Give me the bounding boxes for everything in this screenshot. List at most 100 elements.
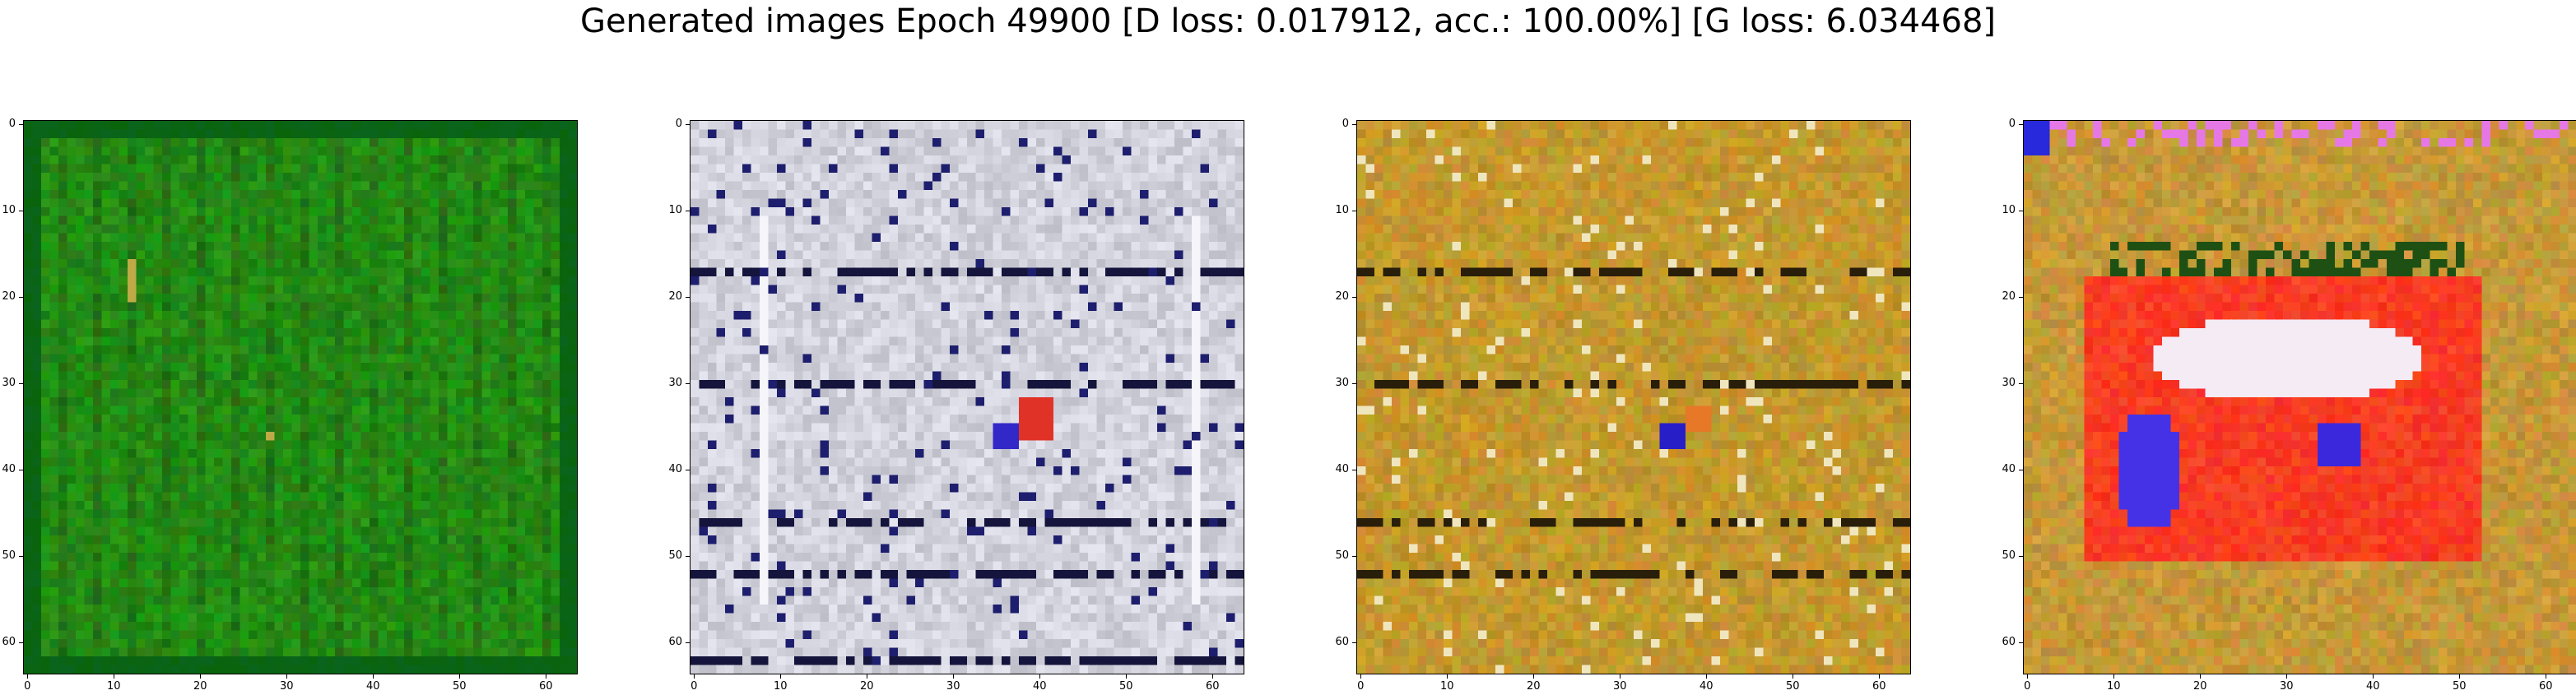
image-pixels bbox=[1357, 121, 1910, 674]
y-tick bbox=[686, 642, 690, 644]
x-tick bbox=[459, 674, 461, 679]
x-tick bbox=[1360, 674, 1362, 679]
x-tick bbox=[2286, 674, 2288, 679]
y-tick-label: 30 bbox=[2, 377, 16, 390]
y-tick-label: 60 bbox=[2002, 636, 2016, 649]
x-tick bbox=[2200, 674, 2202, 679]
y-tick bbox=[2019, 383, 2023, 385]
image-pixels bbox=[24, 121, 577, 674]
figure-title: Generated images Epoch 49900 [D loss: 0.… bbox=[579, 2, 1997, 40]
x-tick bbox=[200, 674, 202, 679]
x-tick bbox=[1533, 674, 1535, 679]
y-tick bbox=[686, 124, 690, 126]
y-tick-label: 30 bbox=[668, 377, 682, 390]
x-tick-label: 0 bbox=[690, 680, 698, 693]
x-tick-label: 10 bbox=[106, 680, 121, 693]
x-tick-label: 10 bbox=[773, 680, 788, 693]
x-tick bbox=[1212, 674, 1214, 679]
y-tick bbox=[686, 383, 690, 385]
generated-image-4 bbox=[2023, 120, 2576, 674]
y-tick bbox=[2019, 642, 2023, 644]
y-tick bbox=[19, 642, 23, 644]
x-tick bbox=[1879, 674, 1881, 679]
image-pixels bbox=[690, 121, 1244, 674]
image-panel-3: 0 10 20 30 40 50 60 0 10 20 30 40 50 60 bbox=[1335, 118, 1911, 693]
generated-image-3 bbox=[1356, 120, 1911, 674]
y-tick bbox=[2019, 297, 2023, 299]
y-tick-label: 50 bbox=[2002, 549, 2016, 563]
y-tick-label: 10 bbox=[2002, 204, 2016, 217]
x-tick-label: 40 bbox=[1699, 680, 1713, 693]
y-tick-label: 20 bbox=[1335, 290, 1349, 303]
y-tick bbox=[1352, 642, 1356, 644]
y-tick bbox=[19, 124, 23, 126]
x-tick bbox=[286, 674, 288, 679]
y-tick-label: 50 bbox=[2, 549, 16, 563]
x-tick-label: 20 bbox=[2192, 680, 2207, 693]
x-tick bbox=[2113, 674, 2115, 679]
x-tick-label: 60 bbox=[1872, 680, 1886, 693]
x-tick-label: 40 bbox=[365, 680, 380, 693]
y-tick-label: 30 bbox=[1335, 377, 1349, 390]
y-tick-label: 50 bbox=[668, 549, 682, 563]
y-tick-label: 40 bbox=[668, 463, 682, 476]
x-tick-label: 50 bbox=[2452, 680, 2467, 693]
y-tick-label: 50 bbox=[1335, 549, 1349, 563]
x-tick bbox=[780, 674, 782, 679]
y-tick-label: 0 bbox=[8, 118, 16, 131]
y-tick bbox=[19, 556, 23, 558]
y-tick bbox=[19, 383, 23, 385]
x-tick bbox=[1126, 674, 1128, 679]
y-tick-label: 20 bbox=[2002, 290, 2016, 303]
y-tick-label: 0 bbox=[2008, 118, 2016, 131]
y-tick bbox=[2019, 556, 2023, 558]
x-tick-label: 30 bbox=[2279, 680, 2294, 693]
x-tick-label: 0 bbox=[24, 680, 31, 693]
y-tick bbox=[19, 297, 23, 299]
y-tick-label: 20 bbox=[2, 290, 16, 303]
y-tick-label: 10 bbox=[1335, 204, 1349, 217]
y-tick bbox=[686, 556, 690, 558]
x-tick-label: 50 bbox=[452, 680, 467, 693]
image-panel-2: 0 10 20 30 40 50 60 0 10 20 30 40 50 60 bbox=[668, 118, 1244, 693]
x-tick-label: 0 bbox=[2024, 680, 2031, 693]
x-tick-label: 60 bbox=[2538, 680, 2553, 693]
y-tick-label: 10 bbox=[2, 204, 16, 217]
x-tick-label: 50 bbox=[1785, 680, 1800, 693]
x-tick bbox=[27, 674, 29, 679]
image-panel-4: 0 10 20 30 40 50 60 0 10 20 30 40 50 60 bbox=[2002, 118, 2576, 693]
x-tick bbox=[1706, 674, 1708, 679]
y-tick bbox=[686, 297, 690, 299]
x-tick-label: 20 bbox=[1526, 680, 1541, 693]
x-tick bbox=[953, 674, 955, 679]
y-tick-label: 60 bbox=[668, 636, 682, 649]
y-tick-label: 60 bbox=[1335, 636, 1349, 649]
image-pixels bbox=[2024, 121, 2576, 674]
y-tick bbox=[1352, 297, 1356, 299]
x-tick bbox=[2373, 674, 2374, 679]
y-tick-label: 40 bbox=[1335, 463, 1349, 476]
x-tick bbox=[1039, 674, 1041, 679]
x-tick-label: 40 bbox=[2365, 680, 2380, 693]
y-tick-label: 60 bbox=[2, 636, 16, 649]
image-panel-1: 0 10 20 30 40 50 60 0 10 20 30 40 50 60 bbox=[2, 118, 578, 693]
y-tick bbox=[1352, 124, 1356, 126]
x-tick-label: 30 bbox=[279, 680, 294, 693]
y-tick-label: 10 bbox=[668, 204, 682, 217]
y-tick-label: 0 bbox=[1341, 118, 1349, 131]
x-tick-label: 20 bbox=[193, 680, 207, 693]
x-tick-label: 10 bbox=[2106, 680, 2121, 693]
y-tick bbox=[2019, 124, 2023, 126]
x-tick-label: 60 bbox=[538, 680, 553, 693]
x-tick-label: 10 bbox=[1439, 680, 1454, 693]
x-tick-label: 40 bbox=[1032, 680, 1047, 693]
y-tick-label: 0 bbox=[675, 118, 682, 131]
x-tick-label: 30 bbox=[946, 680, 960, 693]
y-tick-label: 20 bbox=[668, 290, 682, 303]
y-tick bbox=[1352, 383, 1356, 385]
y-tick-label: 40 bbox=[2, 463, 16, 476]
x-tick bbox=[373, 674, 374, 679]
x-tick-label: 20 bbox=[859, 680, 874, 693]
x-tick-label: 50 bbox=[1118, 680, 1133, 693]
y-tick-label: 40 bbox=[2002, 463, 2016, 476]
